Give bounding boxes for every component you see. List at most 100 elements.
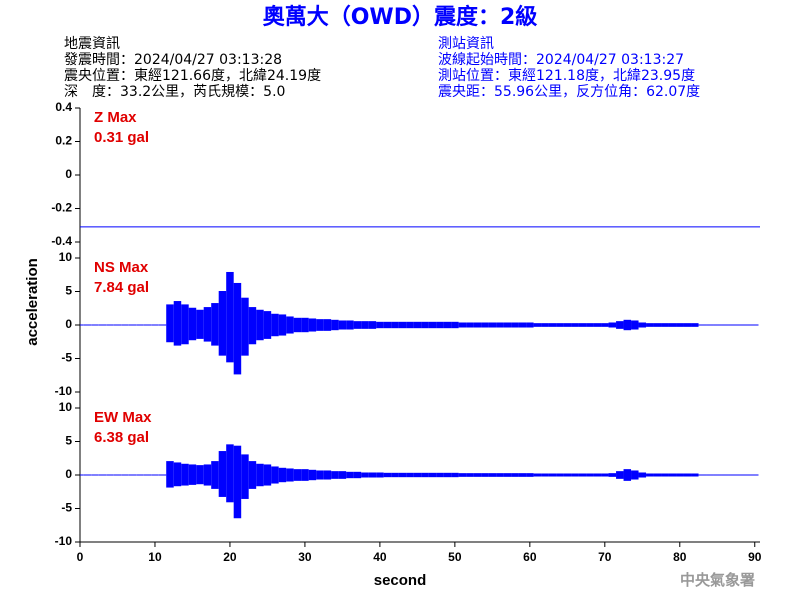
trace-segment [226,444,234,503]
trace-segment [338,471,347,479]
trace-segment [608,322,617,328]
trace-segment [458,322,467,328]
trace-segment [98,324,107,326]
trace-segment [361,472,369,478]
trace-segment [706,324,714,326]
trace-segment [331,471,339,479]
x-tick-label: 50 [448,550,462,564]
trace-segment [743,324,752,326]
y-tick-label: 5 [65,284,72,298]
annotation: Z Max [94,109,137,126]
trace-segment [623,319,632,331]
trace-segment [383,321,392,329]
trace-segment [293,317,302,333]
trace-segment [511,473,519,477]
trace-segment [338,320,347,330]
trace-segment [436,472,444,478]
trace-segment [683,323,692,327]
trace-segment [586,323,594,327]
trace-segment [676,473,684,477]
trace-segment [728,324,737,326]
x-tick-label: 10 [148,550,162,564]
trace-segment [668,323,677,327]
trace-segment [166,461,174,488]
x-tick-label: 40 [373,550,387,564]
trace-segment [713,324,722,326]
trace-segment [136,324,144,326]
trace-segment [83,474,92,476]
trace-segment [676,323,684,327]
info-left: 震央位置：東經121.66度，北緯24.19度 [64,68,321,84]
trace-segment [413,321,422,329]
trace-segment [173,301,182,346]
trace-segment [736,324,744,326]
info-right: 波線起始時間：2024/04/27 03:13:27 [438,52,684,68]
trace-segment [158,474,167,476]
trace-segment [451,321,459,329]
trace-segment [106,324,114,326]
trace-segment [203,307,212,342]
trace-segment [526,322,534,328]
trace-segment [158,324,167,326]
trace-segment [83,324,92,326]
trace-segment [743,474,752,476]
trace-segment [286,468,294,482]
trace-segment [263,311,272,339]
trace-segment [683,473,692,477]
y-axis-label: acceleration [24,258,41,346]
trace-segment [398,321,407,329]
trace-segment [151,324,159,326]
y-tick-label: 0 [65,467,72,481]
trace-segment [601,323,609,327]
y-tick-label: -0.2 [51,201,72,215]
annotation: EW Max [94,409,152,426]
trace-segment [301,469,309,481]
trace-segment [428,321,437,329]
trace-segment [196,309,204,339]
trace-segment [173,462,182,487]
info-left: 地震資訊 [64,36,120,52]
trace-segment [331,319,339,331]
trace-segment [421,321,429,329]
trace-segment [443,321,452,329]
trace-segment [398,472,407,478]
trace-segment [421,472,429,478]
trace-segment [188,307,197,341]
x-tick-label: 0 [77,550,84,564]
trace-segment [391,472,399,478]
trace-segment [698,324,707,326]
trace-segment [586,473,594,477]
trace-segment [218,451,227,497]
y-tick-label: -10 [55,384,73,398]
trace-segment [533,323,542,327]
trace-segment [248,307,257,345]
y-tick-label: -5 [61,351,72,365]
trace-segment [736,474,744,476]
y-tick-label: 0.2 [55,134,72,148]
trace-segment [91,474,99,476]
info-right: 測站資訊 [438,36,494,52]
trace-segment [548,473,557,477]
trace-segment [316,470,324,480]
max-label: 6.38 gal [94,429,149,446]
trace-segment [346,471,354,479]
y-tick-label: 10 [59,250,73,264]
trace-segment [98,474,107,476]
trace-segment [136,474,144,476]
trace-segment [713,474,722,476]
y-tick-label: 10 [59,400,73,414]
trace-segment [631,470,639,480]
trace-segment [593,323,602,327]
trace-segment [308,469,317,481]
trace-segment [278,467,287,483]
trace-segment [571,323,579,327]
trace-segment [556,323,564,327]
info-right: 震央距：55.96公里，反方位角：62.07度 [438,84,700,100]
trace-segment [473,473,482,477]
x-tick-label: 30 [298,550,312,564]
trace-segment [751,474,759,476]
trace-segment [548,323,557,327]
trace-segment [323,319,332,331]
trace-segment [368,472,377,478]
trace-segment [241,454,249,499]
